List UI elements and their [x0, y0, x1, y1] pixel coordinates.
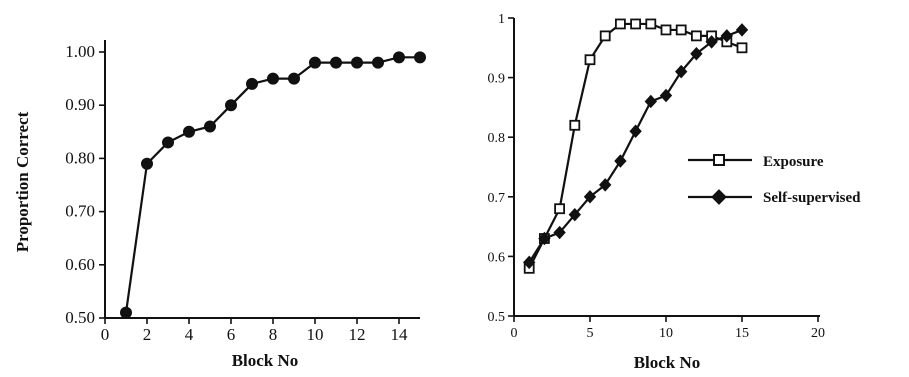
- right-exposure-point: [584, 54, 596, 66]
- legend-exposure-square-icon: [713, 154, 725, 166]
- left-y-tick-label: 0.50: [65, 308, 95, 327]
- left-x-tick-label: 14: [391, 325, 409, 344]
- left-data-point: [162, 136, 174, 149]
- right-exposure-point: [554, 203, 565, 215]
- right-y-tick-label: 0.7: [488, 191, 506, 206]
- right-x-tick-label: 0: [511, 326, 518, 341]
- right-exposure-point: [660, 24, 672, 36]
- left-data-point: [372, 56, 384, 69]
- left-data-point: [351, 56, 363, 69]
- left-x-tick-label: 6: [227, 325, 236, 344]
- right-self-supervised-point: [735, 23, 749, 37]
- right-exposure-point: [645, 18, 657, 30]
- right-self-supervised-point: [629, 124, 642, 138]
- left-data-point: [141, 157, 153, 170]
- left-x-tick-label: 8: [269, 325, 278, 344]
- right-y-tick-label: 0.6: [488, 250, 506, 265]
- left-chart: Block No Proportion Correct 0 2 4 6 8 10 12 14 0…: [13, 40, 426, 370]
- left-data-point: [393, 51, 405, 64]
- right-exposure-point: [691, 30, 702, 42]
- right-self-supervised-point: [705, 35, 718, 49]
- right-self-supervised-point: [538, 231, 551, 246]
- left-data-point: [414, 51, 426, 64]
- left-data-point: [309, 56, 321, 69]
- right-exposure-point: [599, 30, 611, 42]
- right-self-supervised-point: [720, 29, 733, 43]
- right-exposure-point: [569, 119, 581, 131]
- right-exposure-point: [736, 42, 748, 54]
- right-self-supervised-point: [644, 94, 657, 109]
- left-x-tick-label: 0: [101, 325, 110, 344]
- right-exposure-point: [630, 18, 641, 30]
- left-y-axis-title: Proportion Correct: [13, 111, 32, 252]
- left-y-tick-label: 0.70: [65, 202, 95, 221]
- right-self-supervised-point: [568, 207, 581, 222]
- left-x-tick-label: 12: [349, 325, 366, 344]
- left-y-tick-label: 0.60: [65, 255, 95, 274]
- left-data-point: [246, 77, 258, 90]
- left-x-tick-label: 10: [307, 325, 324, 344]
- right-self-supervised-point: [659, 88, 673, 103]
- right-self-supervised-point: [675, 64, 688, 79]
- right-y-tick-label: 0.9: [488, 72, 506, 87]
- left-data-point: [183, 125, 195, 138]
- right-self-supervised-point: [523, 255, 536, 270]
- right-x-tick-label: 15: [735, 326, 749, 341]
- right-self-supervised-point: [599, 178, 612, 192]
- right-self-supervised-point: [553, 225, 566, 240]
- left-x-axis-title: Block No: [232, 351, 299, 370]
- left-y-tick-label: 0.80: [65, 148, 95, 167]
- left-x-tick-label: 4: [185, 325, 194, 344]
- left-series-line: [124, 56, 420, 313]
- right-x-tick-label: 10: [659, 326, 673, 341]
- right-y-tick-label: 0.5: [488, 310, 506, 325]
- right-self-supervised-point: [690, 47, 703, 61]
- legend-exposure-label: Exposure: [763, 154, 824, 170]
- right-chart: Block No 0 5 10 15 20 0.5 0.6 0.7 0.8 0.9 1 Exposu…: [488, 12, 862, 372]
- left-y-tick-label: 1.00: [65, 42, 95, 61]
- left-y-tick-label: 0.90: [65, 95, 95, 114]
- right-x-tick-label: 5: [587, 326, 594, 341]
- right-exposure-point: [675, 24, 687, 36]
- legend: Exposure Self-supervised: [688, 154, 861, 206]
- right-y-tick-label: 1: [498, 12, 505, 27]
- right-self-supervised-point: [583, 190, 597, 204]
- right-y-tick-label: 0.8: [488, 131, 506, 146]
- left-x-tick-label: 2: [143, 325, 152, 344]
- right-self-supervised-point: [614, 154, 627, 168]
- legend-item-self-supervised: Self-supervised: [688, 189, 861, 206]
- right-exposure-point: [615, 18, 626, 30]
- left-data-point: [330, 56, 342, 69]
- left-data-point: [267, 72, 279, 85]
- legend-item-exposure: Exposure: [688, 154, 824, 170]
- right-x-axis-title: Block No: [634, 353, 701, 372]
- left-data-point: [120, 306, 132, 319]
- right-x-tick-label: 20: [811, 326, 825, 341]
- left-data-point: [225, 99, 237, 112]
- left-data-point: [204, 120, 216, 133]
- legend-self-supervised-label: Self-supervised: [763, 190, 861, 206]
- legend-self-supervised-diamond-icon: [711, 189, 727, 205]
- left-data-point: [288, 72, 300, 85]
